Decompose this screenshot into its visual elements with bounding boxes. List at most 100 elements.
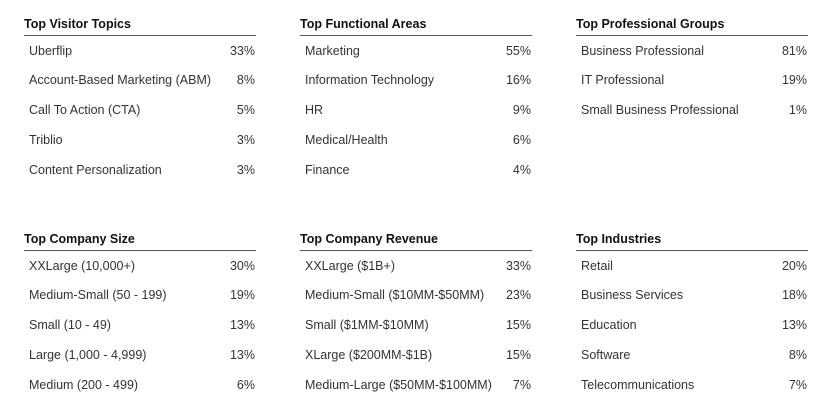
list-item: Education 13% xyxy=(576,310,808,340)
item-label: Software xyxy=(581,348,631,362)
list-item: HR 9% xyxy=(300,95,532,125)
item-label: Medium-Small (50 - 199) xyxy=(29,288,167,302)
item-percent: 5% xyxy=(236,103,255,117)
item-percent: 33% xyxy=(229,43,255,58)
list-item: XXLarge (10,000+) 30% xyxy=(24,251,256,280)
list-item: Large (1,000 - 4,999) 13% xyxy=(24,340,256,370)
item-percent: 3% xyxy=(236,163,255,177)
item-label: Medical/Health xyxy=(305,133,388,147)
panel-title: Top Company Size xyxy=(24,230,256,251)
item-percent: 33% xyxy=(505,258,531,273)
item-percent: 13% xyxy=(229,318,255,332)
item-percent: 16% xyxy=(505,73,531,87)
panel-title: Top Industries xyxy=(576,230,808,251)
list-item: Small (10 - 49) 13% xyxy=(24,310,256,340)
item-label: Telecommunications xyxy=(581,378,695,392)
item-percent: 8% xyxy=(788,348,807,362)
item-percent: 1% xyxy=(788,103,807,117)
panel-title: Top Professional Groups xyxy=(576,15,808,36)
panel-top-visitor-topics: Top Visitor Topics Uberflip 33% Account-B… xyxy=(24,15,256,185)
list-item: XLarge ($200MM-$1B) 15% xyxy=(300,340,532,370)
list: XXLarge (10,000+) 30% Medium-Small (50 - … xyxy=(24,251,256,400)
item-label: Medium-Large ($50MM-$100MM) xyxy=(305,378,492,392)
item-percent: 30% xyxy=(229,258,255,273)
list-item: Retail 20% xyxy=(576,251,808,280)
list-item: Account-Based Marketing (ABM) 8% xyxy=(24,65,256,95)
item-label: IT Professional xyxy=(581,73,665,87)
item-percent: 19% xyxy=(229,288,255,302)
item-label: XXLarge ($1B+) xyxy=(305,258,395,273)
panel-top-industries: Top Industries Retail 20% Business Servic… xyxy=(576,230,808,400)
list-item: Uberflip 33% xyxy=(24,36,256,65)
list-item: Medium-Small ($10MM-$50MM) 23% xyxy=(300,280,532,310)
list-item: Software 8% xyxy=(576,340,808,370)
item-label: Triblio xyxy=(29,133,63,147)
list-item: Business Services 18% xyxy=(576,280,808,310)
list-item: IT Professional 19% xyxy=(576,65,808,95)
item-label: Business Services xyxy=(581,288,684,302)
item-label: Finance xyxy=(305,163,350,177)
list: Marketing 55% Information Technology 16% H… xyxy=(300,36,532,185)
item-percent: 13% xyxy=(781,318,807,332)
panel-title: Top Visitor Topics xyxy=(24,15,256,36)
item-percent: 23% xyxy=(505,288,531,302)
panel-top-functional-areas: Top Functional Areas Marketing 55% Inform… xyxy=(300,15,532,185)
item-label: HR xyxy=(305,103,324,117)
list-item: Marketing 55% xyxy=(300,36,532,65)
item-label: Account-Based Marketing (ABM) xyxy=(29,73,212,87)
item-percent: 19% xyxy=(781,73,807,87)
item-label: Business Professional xyxy=(581,43,704,58)
item-percent: 6% xyxy=(512,133,531,147)
list-item: Telecommunications 7% xyxy=(576,370,808,400)
panel-top-company-size: Top Company Size XXLarge (10,000+) 30% Me… xyxy=(24,230,256,400)
list-item: Medical/Health 6% xyxy=(300,125,532,155)
list-item: Call To Action (CTA) 5% xyxy=(24,95,256,125)
item-percent: 9% xyxy=(512,103,531,117)
item-percent: 13% xyxy=(229,348,255,362)
item-label: Retail xyxy=(581,258,613,273)
list-item: Finance 4% xyxy=(300,155,532,185)
list-item: Medium-Large ($50MM-$100MM) 7% xyxy=(300,370,532,400)
item-label: Small ($1MM-$10MM) xyxy=(305,318,429,332)
list-item: Small ($1MM-$10MM) 15% xyxy=(300,310,532,340)
list-item: Triblio 3% xyxy=(24,125,256,155)
list: Business Professional 81% IT Professional… xyxy=(576,36,808,125)
item-percent: 7% xyxy=(512,378,531,392)
list-item: Information Technology 16% xyxy=(300,65,532,95)
item-percent: 7% xyxy=(788,378,807,392)
item-percent: 15% xyxy=(505,318,531,332)
item-label: Large (1,000 - 4,999) xyxy=(29,348,147,362)
item-label: Medium (200 - 499) xyxy=(29,378,139,392)
list-item: Medium (200 - 499) 6% xyxy=(24,370,256,400)
panel-top-professional-groups: Top Professional Groups Business Profess… xyxy=(576,15,808,125)
item-percent: 18% xyxy=(781,288,807,302)
item-percent: 8% xyxy=(236,73,255,87)
list-item: Business Professional 81% xyxy=(576,36,808,65)
panel-top-company-revenue: Top Company Revenue XXLarge ($1B+) 33% Me… xyxy=(300,230,532,400)
panel-title: Top Functional Areas xyxy=(300,15,532,36)
item-label: Small (10 - 49) xyxy=(29,318,111,332)
item-percent: 55% xyxy=(505,43,531,58)
list-item: XXLarge ($1B+) 33% xyxy=(300,251,532,280)
list-item: Medium-Small (50 - 199) 19% xyxy=(24,280,256,310)
item-label: XLarge ($200MM-$1B) xyxy=(305,348,433,362)
item-label: Education xyxy=(581,318,637,332)
item-percent: 6% xyxy=(236,378,255,392)
item-label: Marketing xyxy=(305,43,360,58)
item-percent: 81% xyxy=(781,43,807,58)
item-label: Content Personalization xyxy=(29,163,162,177)
item-label: Medium-Small ($10MM-$50MM) xyxy=(305,288,485,302)
item-label: Uberflip xyxy=(29,43,73,58)
list: Retail 20% Business Services 18% Education… xyxy=(576,251,808,400)
item-percent: 15% xyxy=(505,348,531,362)
item-percent: 3% xyxy=(236,133,255,147)
item-label: Small Business Professional xyxy=(581,103,739,117)
item-label: Information Technology xyxy=(305,73,435,87)
list: XXLarge ($1B+) 33% Medium-Small ($10MM-$5… xyxy=(300,251,532,400)
panel-title: Top Company Revenue xyxy=(300,230,532,251)
list: Uberflip 33% Account-Based Marketing (ABM… xyxy=(24,36,256,185)
item-label: XXLarge (10,000+) xyxy=(29,258,135,273)
list-item: Small Business Professional 1% xyxy=(576,95,808,125)
item-percent: 4% xyxy=(512,163,531,177)
item-label: Call To Action (CTA) xyxy=(29,103,141,117)
